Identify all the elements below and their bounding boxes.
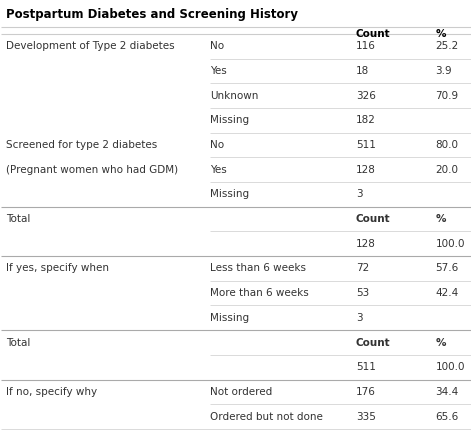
Text: 128: 128 — [356, 165, 375, 175]
Text: Missing: Missing — [210, 190, 249, 199]
Text: Yes: Yes — [210, 165, 227, 175]
Text: Missing: Missing — [210, 115, 249, 125]
Text: Unknown: Unknown — [210, 90, 259, 101]
Text: Postpartum Diabetes and Screening History: Postpartum Diabetes and Screening Histor… — [6, 8, 298, 21]
Text: No: No — [210, 41, 224, 51]
Text: 70.9: 70.9 — [436, 90, 458, 101]
Text: Development of Type 2 diabetes: Development of Type 2 diabetes — [6, 41, 175, 51]
Text: 80.0: 80.0 — [436, 140, 458, 150]
Text: Count: Count — [356, 337, 390, 348]
Text: 511: 511 — [356, 140, 375, 150]
Text: 326: 326 — [356, 90, 375, 101]
Text: %: % — [436, 214, 446, 224]
Text: 335: 335 — [356, 412, 375, 422]
Text: Count: Count — [356, 214, 390, 224]
Text: 53: 53 — [356, 288, 369, 298]
Text: 57.6: 57.6 — [436, 263, 459, 273]
Text: 3: 3 — [356, 190, 362, 199]
Text: 34.4: 34.4 — [436, 387, 459, 397]
Text: No: No — [210, 140, 224, 150]
Text: %: % — [436, 337, 446, 348]
Text: If no, specify why: If no, specify why — [6, 387, 97, 397]
Text: Total: Total — [6, 214, 30, 224]
Text: Ordered but not done: Ordered but not done — [210, 412, 323, 422]
Text: 42.4: 42.4 — [436, 288, 459, 298]
Text: %: % — [436, 29, 446, 39]
Text: Missing: Missing — [210, 313, 249, 323]
Text: 25.2: 25.2 — [436, 41, 459, 51]
Text: 100.0: 100.0 — [436, 362, 465, 372]
Text: 65.6: 65.6 — [436, 412, 459, 422]
Text: 18: 18 — [356, 66, 369, 76]
Text: 116: 116 — [356, 41, 375, 51]
Text: 3.9: 3.9 — [436, 66, 452, 76]
Text: Screened for type 2 diabetes: Screened for type 2 diabetes — [6, 140, 157, 150]
Text: Not ordered: Not ordered — [210, 387, 273, 397]
Text: More than 6 weeks: More than 6 weeks — [210, 288, 309, 298]
Text: 511: 511 — [356, 362, 375, 372]
Text: 100.0: 100.0 — [436, 239, 465, 249]
Text: Yes: Yes — [210, 66, 227, 76]
Text: If yes, specify when: If yes, specify when — [6, 263, 109, 273]
Text: 72: 72 — [356, 263, 369, 273]
Text: 3: 3 — [356, 313, 362, 323]
Text: Less than 6 weeks: Less than 6 weeks — [210, 263, 306, 273]
Text: 20.0: 20.0 — [436, 165, 458, 175]
Text: Count: Count — [356, 29, 390, 39]
Text: 176: 176 — [356, 387, 375, 397]
Text: 128: 128 — [356, 239, 375, 249]
Text: (Pregnant women who had GDM): (Pregnant women who had GDM) — [6, 165, 178, 175]
Text: Total: Total — [6, 337, 30, 348]
Text: 182: 182 — [356, 115, 375, 125]
